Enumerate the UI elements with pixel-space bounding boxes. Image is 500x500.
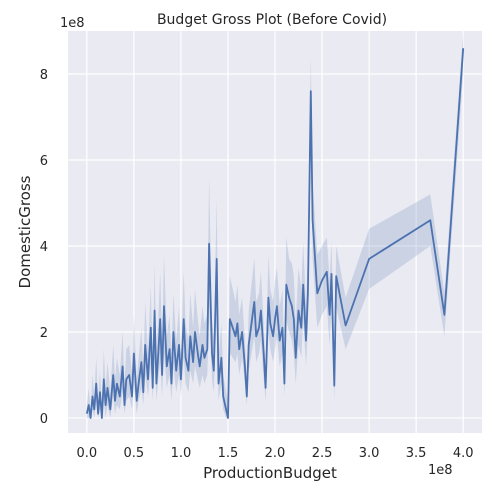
x-tick-label: 3.5 <box>406 446 427 461</box>
y-tick-label: 4 <box>40 240 48 255</box>
x-tick-label: 1.0 <box>171 446 192 461</box>
y-tick-label: 8 <box>40 68 48 83</box>
x-tick-label: 2.5 <box>312 446 333 461</box>
chart-title: Budget Gross Plot (Before Covid) <box>157 12 387 28</box>
y-offset-label: 1e8 <box>60 16 85 31</box>
y-tick-label: 2 <box>40 326 48 341</box>
x-tick-label: 2.0 <box>265 446 286 461</box>
grid-lines <box>68 31 482 433</box>
x-tick-label: 0.0 <box>76 446 97 461</box>
x-tick-label: 1.5 <box>218 446 239 461</box>
series-line <box>85 48 465 419</box>
y-axis-label: DomesticGross <box>16 175 34 288</box>
x-tick-label: 3.0 <box>359 446 380 461</box>
confidence-band <box>86 31 464 418</box>
x-tick-labels: 0.0 0.5 1.0 1.5 2.0 2.5 3.0 3.5 4.0 <box>76 446 473 461</box>
x-axis-label: ProductionBudget <box>203 464 337 482</box>
y-tick-label: 0 <box>40 412 48 427</box>
y-tick-label: 6 <box>40 154 48 169</box>
x-offset-label: 1e8 <box>428 463 453 478</box>
x-tick-label: 4.0 <box>453 446 474 461</box>
y-tick-labels: 0 2 4 6 8 <box>40 68 48 427</box>
x-tick-label: 0.5 <box>124 446 145 461</box>
